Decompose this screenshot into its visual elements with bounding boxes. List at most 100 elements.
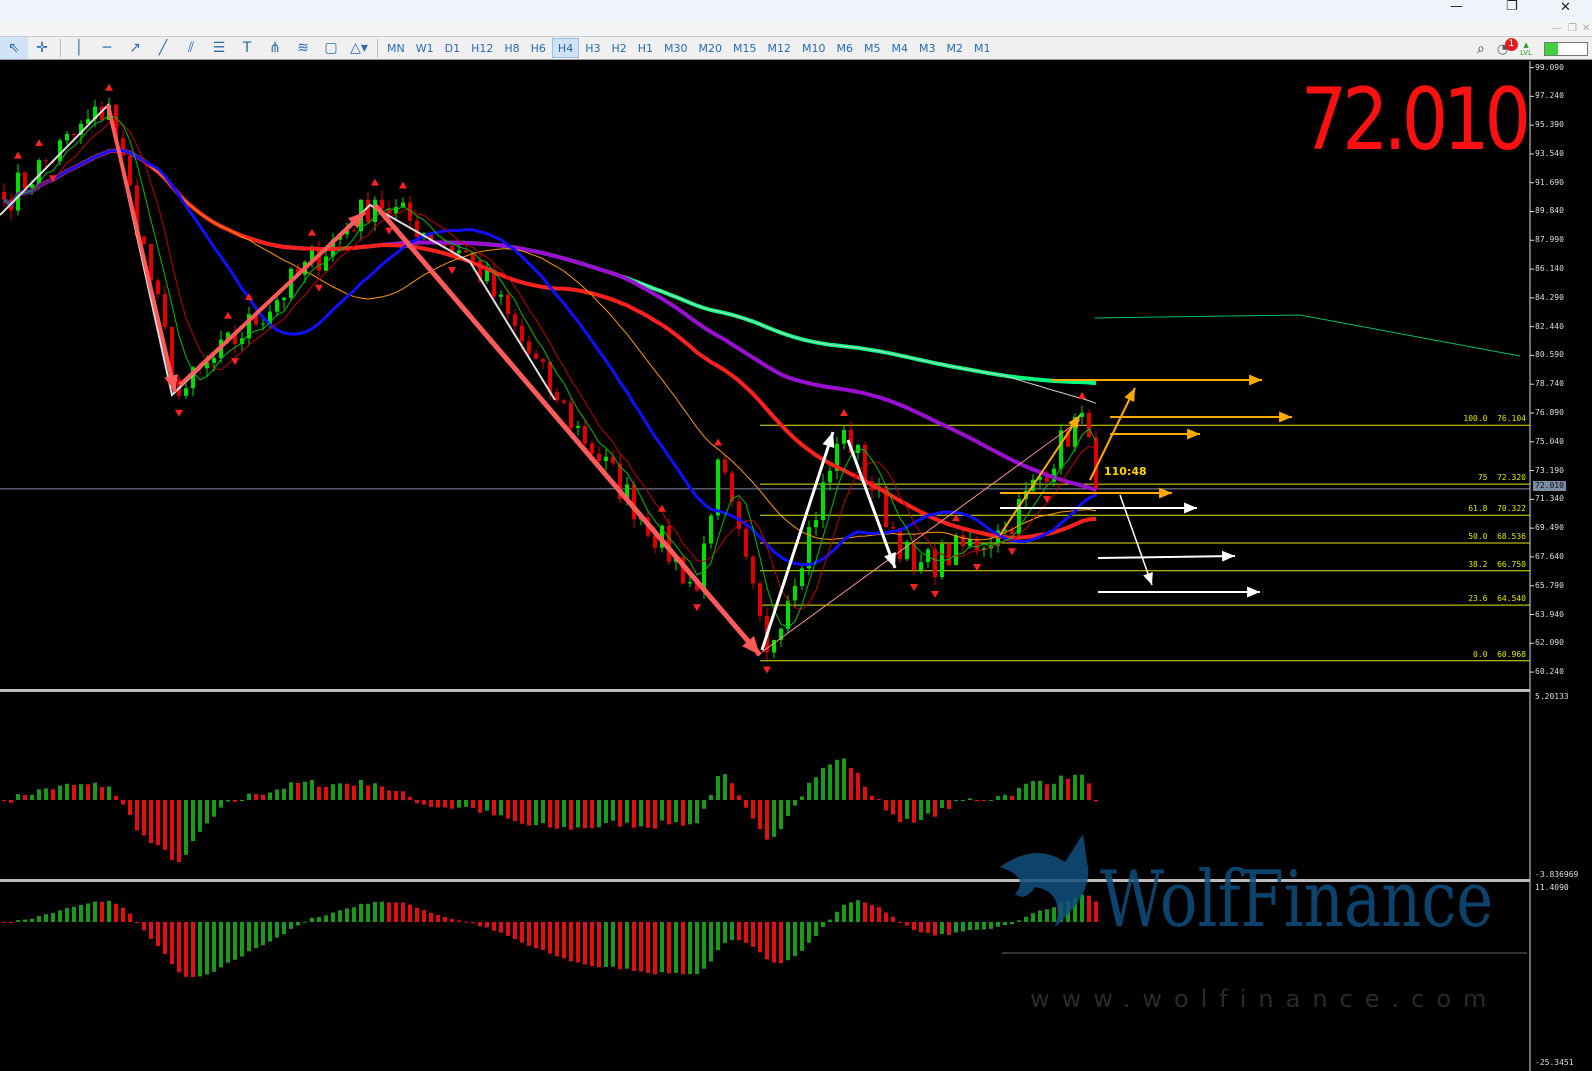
osc1-bar	[366, 785, 370, 800]
divider	[377, 39, 378, 57]
timeframe-h2[interactable]: H2	[611, 41, 627, 55]
timeframe-w1[interactable]: W1	[415, 41, 434, 55]
wave-arrow	[846, 439, 897, 569]
level-icon: ▲ LVL	[1520, 41, 1532, 57]
timeframe-m12[interactable]: M12	[767, 41, 792, 55]
candle-body	[100, 106, 104, 120]
timeframe-h1[interactable]: H1	[637, 41, 654, 55]
candle-body	[751, 556, 755, 584]
candle-body	[513, 314, 517, 326]
candle-body	[16, 172, 20, 211]
osc1-bar	[947, 800, 951, 809]
osc2-bar	[968, 922, 972, 930]
timeframe-h6[interactable]: H6	[530, 41, 546, 55]
rectangle-icon[interactable]: ▢	[324, 40, 338, 56]
candle-body	[86, 119, 90, 124]
osc1-bar	[233, 800, 237, 802]
timeframe-m30[interactable]: M30	[664, 41, 688, 55]
zigzag-arrow-head	[742, 635, 760, 655]
text-icon[interactable]: T	[242, 40, 252, 56]
candle-body	[345, 230, 349, 235]
osc2-bar	[142, 922, 146, 931]
candle-body	[282, 297, 286, 301]
osc2-bar	[695, 922, 699, 975]
wave-arrow-head	[1068, 415, 1080, 429]
andrews-pitchfork-icon[interactable]: ⋔	[269, 40, 281, 56]
candle-body	[786, 600, 790, 629]
restore-icon[interactable]: ❐	[1506, 0, 1518, 14]
timeframe-m10[interactable]: M10	[802, 41, 826, 55]
timeframe-h12[interactable]: H12	[471, 41, 494, 55]
timeframe-m15[interactable]: M15	[733, 41, 757, 55]
gann-fan-icon[interactable]: ≋	[297, 40, 309, 56]
chart-restore-icon[interactable]: ❐	[1568, 23, 1577, 34]
candle-body	[44, 160, 48, 162]
candle-body	[730, 472, 734, 502]
fractal-up-icon	[245, 293, 253, 301]
timeframe-m4[interactable]: M4	[891, 41, 909, 55]
osc1-bar	[212, 800, 216, 817]
timeframe-h4[interactable]: H4	[551, 38, 580, 58]
timeframe-m2[interactable]: M2	[946, 41, 964, 55]
osc1-bar	[513, 800, 517, 821]
timeframe-m5[interactable]: M5	[864, 41, 881, 55]
minimize-icon[interactable]: —	[1450, 0, 1463, 14]
horizontal-line-icon[interactable]: ─	[102, 40, 112, 56]
candle-body	[191, 367, 195, 389]
osc2-bar	[506, 922, 510, 936]
osc1-bar	[16, 794, 20, 800]
price-axis-label: 87.990	[1535, 235, 1564, 245]
candle-body	[429, 233, 433, 242]
trend-line-icon[interactable]: ↗	[129, 40, 141, 56]
chart-minimize-icon[interactable]: —	[1552, 23, 1562, 34]
candle-body	[1045, 476, 1049, 482]
fibonacci-icon[interactable]: ☰	[212, 40, 226, 56]
candle-body	[758, 583, 762, 616]
shapes-icon[interactable]: △▾	[350, 40, 368, 56]
price-axis-label: 78.740	[1535, 379, 1564, 389]
candle-body	[653, 535, 657, 548]
osc1-bar	[870, 795, 874, 800]
osc1-bar	[765, 800, 769, 840]
candle-body	[1017, 499, 1021, 535]
candle-body	[807, 527, 811, 569]
osc1-bar	[240, 800, 244, 801]
candle-body	[1003, 529, 1007, 531]
ray-icon[interactable]: ╱	[158, 40, 168, 56]
vertical-line-icon[interactable]: │	[74, 40, 84, 56]
timeframe-mn[interactable]: MN	[387, 41, 405, 55]
osc2-bar	[23, 919, 27, 922]
osc2-bar	[1094, 901, 1098, 922]
timeframe-m20[interactable]: M20	[698, 41, 723, 55]
osc2-bar	[72, 906, 76, 922]
watermark-brand: WolfFinance	[1100, 855, 1494, 945]
timeframe-h8[interactable]: H8	[504, 41, 520, 55]
osc2-bar	[996, 922, 1000, 927]
timeframe-m1[interactable]: M1	[974, 41, 991, 55]
notifications-icon[interactable]: ◔ 1	[1497, 37, 1518, 57]
osc2-bar	[282, 922, 286, 935]
close-icon[interactable]: ✕	[1560, 0, 1571, 15]
osc2-bar	[471, 922, 475, 924]
osc2-bar	[387, 902, 391, 922]
osc2-bar	[912, 922, 916, 931]
cursor-icon[interactable]: ⇖	[0, 37, 28, 59]
price-axis-label: 84.290	[1535, 292, 1564, 302]
fib-level-label: 0.0 60.968	[1473, 649, 1526, 659]
candle-body	[898, 528, 902, 560]
crosshair-icon[interactable]: ✛	[36, 40, 48, 56]
osc1-bar	[401, 791, 405, 800]
timeframe-d1[interactable]: D1	[444, 41, 461, 55]
candle-body	[275, 300, 279, 312]
search-icon[interactable]: ⌕	[1476, 41, 1485, 57]
candle-body	[163, 293, 167, 328]
target-arrow-head	[1187, 428, 1200, 440]
timeframe-h3[interactable]: H3	[585, 41, 601, 55]
osc2-bar	[548, 922, 552, 954]
timeframe-m6[interactable]: M6	[836, 41, 854, 55]
timeframe-m3[interactable]: M3	[919, 41, 936, 55]
channel-icon[interactable]: ⫽	[187, 40, 195, 56]
osc1-bar	[541, 800, 545, 824]
chart-close-icon[interactable]: ✕	[1582, 23, 1591, 34]
